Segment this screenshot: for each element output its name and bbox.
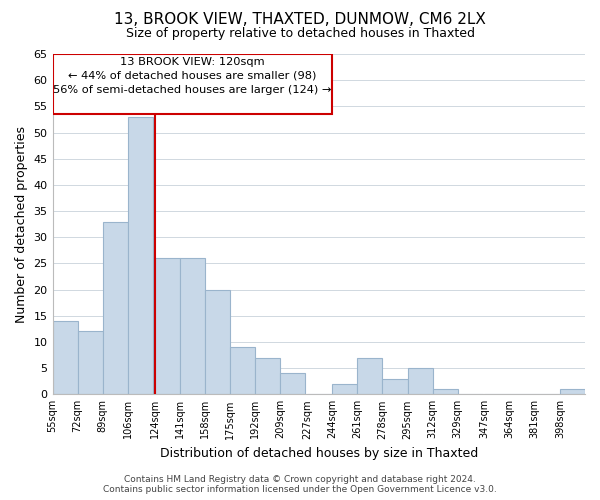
Bar [407, 368, 433, 394]
Text: 13 BROOK VIEW: 120sqm
← 44% of detached houses are smaller (98)
56% of semi-deta: 13 BROOK VIEW: 120sqm ← 44% of detached … [53, 56, 331, 94]
Bar [128, 117, 153, 394]
Text: Contains HM Land Registry data © Crown copyright and database right 2024.
Contai: Contains HM Land Registry data © Crown c… [103, 474, 497, 494]
Bar [77, 332, 103, 394]
Bar [332, 384, 357, 394]
Text: Size of property relative to detached houses in Thaxted: Size of property relative to detached ho… [125, 28, 475, 40]
Bar [230, 347, 255, 395]
Bar [560, 389, 585, 394]
Y-axis label: Number of detached properties: Number of detached properties [15, 126, 28, 322]
FancyBboxPatch shape [53, 54, 332, 114]
Bar [180, 258, 205, 394]
Bar [255, 358, 280, 395]
Bar [280, 374, 305, 394]
Text: 13, BROOK VIEW, THAXTED, DUNMOW, CM6 2LX: 13, BROOK VIEW, THAXTED, DUNMOW, CM6 2LX [114, 12, 486, 28]
Bar [155, 258, 180, 394]
Bar [357, 358, 382, 395]
Bar [103, 222, 128, 394]
Bar [433, 389, 458, 394]
Bar [53, 321, 77, 394]
Bar [205, 290, 230, 395]
X-axis label: Distribution of detached houses by size in Thaxted: Distribution of detached houses by size … [160, 447, 478, 460]
Bar [382, 378, 407, 394]
